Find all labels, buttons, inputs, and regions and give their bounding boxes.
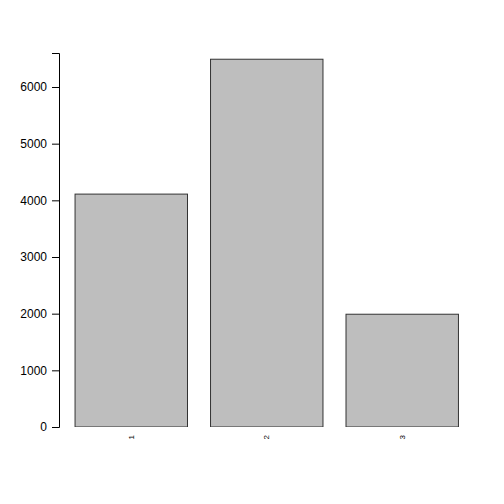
y-tick-mark bbox=[52, 200, 59, 201]
y-tick-mark bbox=[52, 427, 59, 428]
y-tick-label: 5000 bbox=[20, 137, 47, 151]
x-axis: 1 2 3 bbox=[127, 434, 407, 439]
x-tick: 3 bbox=[398, 434, 407, 439]
x-tick-label: 2 bbox=[262, 434, 271, 439]
chart: 0 1000 2000 3000 4000 5000 6000 1 2 3 bbox=[0, 0, 504, 504]
y-tick: 3000 bbox=[20, 250, 59, 264]
y-tick-label: 6000 bbox=[20, 80, 47, 94]
y-tick-label: 4000 bbox=[20, 194, 47, 208]
y-tick-mark bbox=[52, 144, 59, 145]
y-tick: 1000 bbox=[20, 364, 59, 378]
bar bbox=[75, 194, 187, 427]
y-axis-line bbox=[52, 54, 60, 428]
y-tick-label: 2000 bbox=[20, 307, 47, 321]
y-tick-label: 3000 bbox=[20, 250, 47, 264]
y-tick-mark bbox=[52, 370, 59, 371]
x-tick: 2 bbox=[262, 434, 271, 439]
x-tick-label: 3 bbox=[398, 434, 407, 439]
y-tick-label: 1000 bbox=[20, 364, 47, 378]
y-tick-label: 0 bbox=[40, 420, 47, 434]
y-tick: 4000 bbox=[20, 194, 59, 208]
y-tick-mark bbox=[52, 257, 59, 258]
bars bbox=[75, 59, 458, 427]
y-tick-mark bbox=[52, 87, 59, 88]
bar bbox=[346, 314, 458, 427]
y-tick: 0 bbox=[40, 420, 59, 434]
y-axis: 0 1000 2000 3000 4000 5000 6000 bbox=[20, 54, 59, 435]
x-tick-label: 1 bbox=[127, 434, 136, 439]
y-tick: 2000 bbox=[20, 307, 59, 321]
bar bbox=[211, 59, 323, 427]
x-tick: 1 bbox=[127, 434, 136, 439]
y-tick-mark bbox=[52, 314, 59, 315]
y-tick: 6000 bbox=[20, 80, 59, 94]
y-tick: 5000 bbox=[20, 137, 59, 151]
